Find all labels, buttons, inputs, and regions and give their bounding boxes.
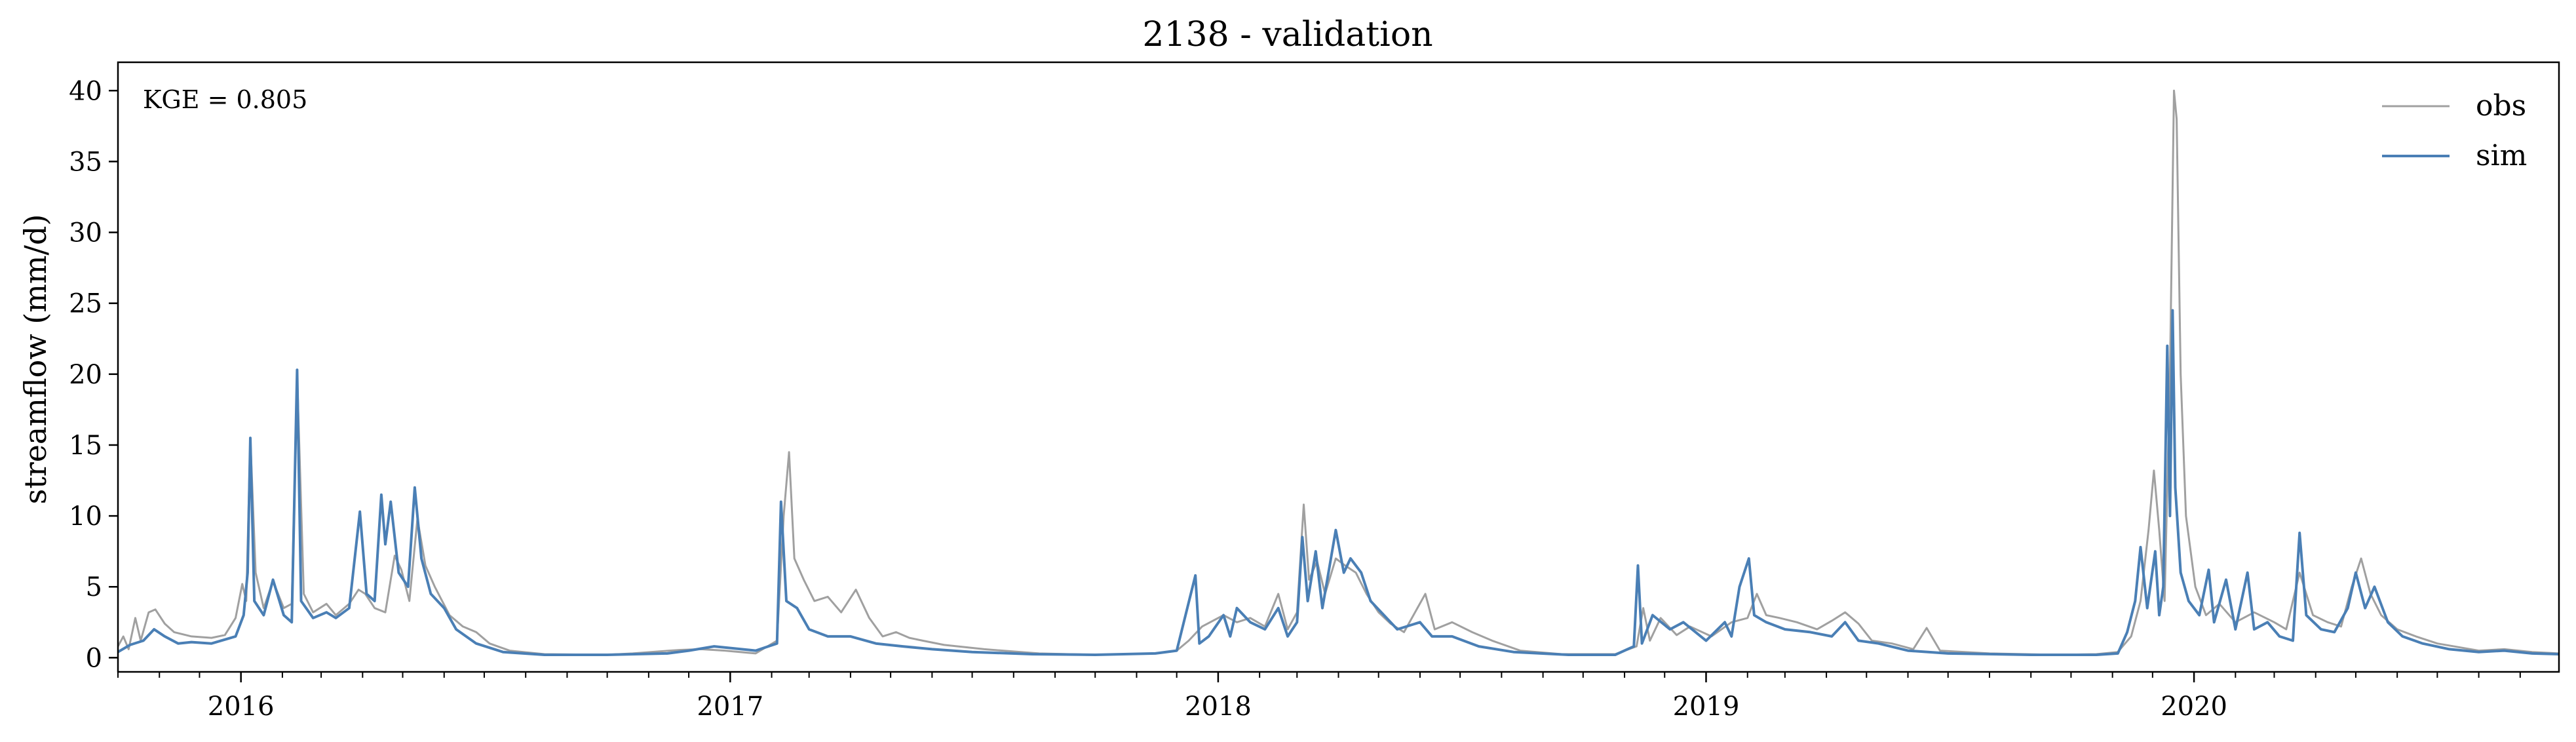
kge-annotation: KGE = 0.805 (143, 85, 307, 114)
y-axis-label: streamflow (mm/d) (18, 214, 53, 505)
y-tick-label: 10 (69, 501, 102, 532)
x-tick-label: 2017 (697, 692, 763, 722)
x-tick-label: 2020 (2161, 692, 2227, 722)
series-layer (118, 89, 2559, 656)
x-tick-label: 2018 (1185, 692, 1252, 722)
legend-label-obs: obs (2476, 89, 2526, 123)
chart-title: 2138 - validation (1142, 15, 1432, 54)
x-tick-label: 2019 (1673, 692, 1740, 722)
y-tick-label: 30 (69, 218, 102, 248)
y-tick-label: 20 (69, 360, 102, 390)
y-axis: 0 5 10 15 20 25 30 35 40 (69, 76, 118, 673)
legend-label-sim: sim (2476, 139, 2527, 172)
series-line-sim (118, 309, 2559, 656)
y-tick-label: 15 (69, 431, 102, 461)
y-tick-label: 40 (69, 76, 102, 106)
y-tick-label: 35 (69, 147, 102, 177)
y-tick-label: 0 (86, 643, 102, 673)
y-tick-label: 5 (86, 572, 102, 602)
y-tick-label: 25 (69, 289, 102, 319)
legend: obs sim (2382, 89, 2527, 172)
x-axis: 2016 2017 2018 2019 2020 (117, 672, 2521, 722)
x-tick-label: 2016 (208, 692, 275, 722)
